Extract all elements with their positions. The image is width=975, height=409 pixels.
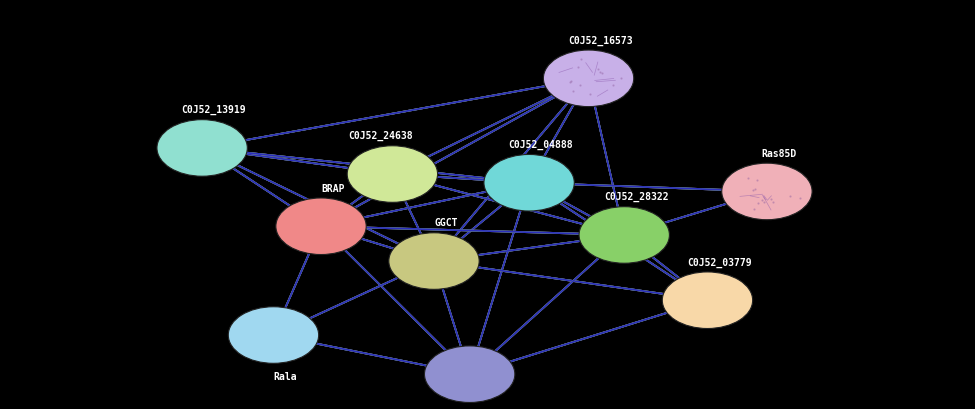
Text: C0J52_16573: C0J52_16573 — [568, 36, 633, 46]
Ellipse shape — [157, 120, 248, 176]
Text: C0J52_28322: C0J52_28322 — [604, 192, 669, 202]
Text: C0J52_04888: C0J52_04888 — [509, 140, 573, 150]
Ellipse shape — [579, 207, 670, 263]
Text: BRAP: BRAP — [321, 184, 345, 193]
Ellipse shape — [389, 233, 479, 289]
Ellipse shape — [347, 146, 438, 202]
Ellipse shape — [228, 307, 319, 363]
Ellipse shape — [722, 163, 812, 220]
Ellipse shape — [543, 50, 634, 107]
Text: C0J52_13919: C0J52_13919 — [181, 105, 247, 115]
Ellipse shape — [276, 198, 367, 254]
Text: GGCT: GGCT — [434, 218, 457, 229]
Text: C0J52_24638: C0J52_24638 — [348, 131, 412, 142]
Text: Ras85D: Ras85D — [761, 149, 797, 159]
Ellipse shape — [424, 346, 515, 402]
Text: Rala: Rala — [274, 372, 297, 382]
Text: C0J52_03779: C0J52_03779 — [687, 257, 752, 267]
Ellipse shape — [662, 272, 753, 328]
Ellipse shape — [484, 155, 574, 211]
